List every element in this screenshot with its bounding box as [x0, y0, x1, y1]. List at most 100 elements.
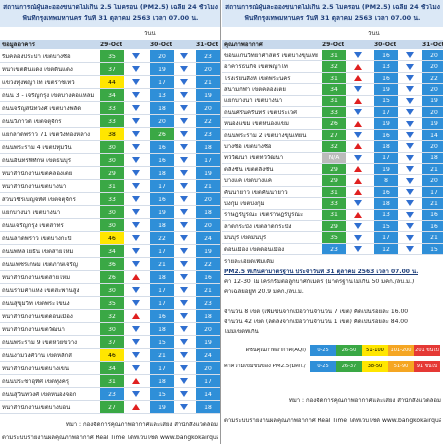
arrow-down — [132, 53, 140, 59]
row-line — [222, 83, 443, 85]
value: 20 — [204, 66, 212, 73]
station-name: แยกบางนา เขตบางนา — [224, 98, 283, 105]
arrow-down — [132, 261, 140, 267]
note: ค่าเฉลี่ยอยู่ที่ 20.9 มคก./ลบ.ม. — [224, 289, 304, 296]
value-cell — [150, 50, 174, 62]
value-cell — [422, 209, 443, 220]
station-name: ถนนพหลโยธิน เขตสายไหม — [2, 248, 74, 255]
value-cell — [322, 209, 346, 220]
value: 17 — [430, 189, 438, 196]
value: 21 — [430, 235, 438, 242]
value-cell — [422, 107, 443, 118]
value-cell — [422, 221, 443, 232]
arrow-down — [180, 183, 188, 189]
arrow-up — [354, 211, 362, 218]
row-line — [0, 283, 220, 284]
station-name: ถนนพระราม 9 เขตห้วยขวาง — [2, 339, 78, 346]
arrow-down — [354, 246, 362, 252]
value-cell — [322, 141, 346, 152]
row-line — [222, 117, 443, 119]
arrow-down — [406, 63, 414, 70]
value: 31 — [330, 52, 338, 59]
row-line — [222, 231, 443, 233]
value-cell — [322, 186, 346, 198]
value: 17 — [158, 248, 166, 255]
value: 18 — [382, 143, 390, 150]
arrow-down — [180, 66, 188, 72]
value-cell — [150, 167, 174, 179]
value: 24 — [204, 235, 212, 242]
station-name: ตลิ่งชัน เขตตลิ่งชัน — [224, 166, 274, 173]
row-line — [0, 101, 220, 102]
value-cell — [196, 115, 220, 127]
station-name: สนามกีฬา เขตคลองเตย — [224, 86, 286, 93]
value: 15 — [382, 98, 390, 105]
value: 22 — [430, 75, 438, 82]
arrow-down — [354, 223, 362, 230]
row-line — [0, 218, 220, 219]
value-cell — [374, 198, 398, 209]
value-cell — [374, 72, 398, 84]
note: ค่า 12-30 ไมโครกรัมต่อลูกบาศก์เมตร (มาตร… — [224, 279, 415, 286]
value-cell — [322, 118, 346, 129]
value-cell — [100, 219, 124, 231]
value: 33 — [108, 105, 116, 112]
row-line — [0, 270, 220, 271]
arrow-up — [354, 97, 362, 104]
value-cell — [422, 243, 443, 255]
value: 27 — [108, 404, 116, 411]
value: 30 — [108, 222, 116, 229]
arrow-down — [406, 143, 414, 150]
arrow-down — [354, 154, 362, 161]
row-line — [222, 163, 443, 164]
value-cell — [100, 388, 124, 400]
value-cell — [322, 198, 346, 209]
value: 21 — [430, 200, 438, 207]
legend-swatch — [388, 345, 414, 357]
value-cell — [422, 84, 443, 95]
value-cell — [374, 95, 398, 106]
value: 23 — [330, 246, 338, 253]
arrow-down — [406, 189, 414, 195]
value: 22 — [204, 118, 212, 125]
value-cell — [150, 388, 174, 400]
column-header: 31-Oct — [422, 41, 443, 48]
arrow-down — [180, 131, 188, 137]
station-name: ถนนศรีนครินทร์ เขตประเวศ — [224, 109, 297, 116]
value: 29 — [330, 223, 338, 230]
value-cell — [374, 152, 398, 163]
arrow-down — [406, 234, 414, 241]
value-cell — [196, 323, 220, 335]
value-cell — [100, 271, 124, 283]
value: 20 — [430, 52, 438, 59]
value: 31 — [108, 183, 116, 190]
row-line — [0, 179, 220, 180]
value-cell — [374, 129, 398, 141]
row-line — [0, 231, 220, 232]
value: 36 — [108, 261, 116, 268]
value-cell — [100, 323, 124, 335]
value-cell — [374, 84, 398, 95]
value: 16 — [158, 313, 166, 320]
arrow-down — [132, 365, 140, 371]
value-cell — [422, 175, 443, 186]
source: ที่มา : กองจัดการคุณภาพอากาศและเสียง สำน… — [65, 422, 218, 428]
value: 31 — [330, 212, 338, 219]
arrow-down — [132, 105, 140, 111]
value: 32 — [330, 143, 338, 150]
value: 20 — [430, 86, 438, 93]
value-cell — [422, 118, 443, 129]
value-cell — [150, 219, 174, 231]
legend-range: 0-25 — [317, 364, 329, 370]
value: 8 — [384, 178, 388, 185]
value-cell — [196, 154, 220, 166]
row-line — [222, 242, 443, 244]
station-name: ริมคลองประปา เขตบางซื่อ — [2, 53, 71, 60]
value: 19 — [430, 98, 438, 105]
value-cell — [422, 164, 443, 175]
station-name: ถนนสุขุมวิท เขตพระโขนง — [2, 300, 70, 307]
arrow-down — [180, 144, 188, 150]
value-cell — [196, 219, 220, 231]
title: สถานการณ์ฝุ่นละอองขนาดไม่เกิน 2.5 ไมครอน… — [225, 4, 440, 11]
note: จำนวน 42 เขต (ลดลงจากเมื่อวานจำนวน 1 เขต… — [224, 319, 408, 326]
